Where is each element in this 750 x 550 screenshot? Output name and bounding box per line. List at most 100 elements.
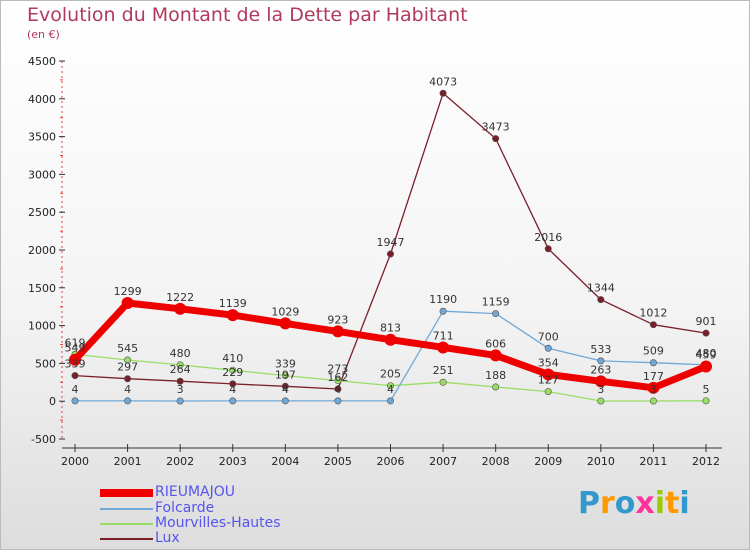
data-label: 2016	[534, 231, 562, 244]
x-tick-label: 2009	[534, 455, 562, 468]
data-point	[489, 349, 502, 362]
data-point	[386, 250, 394, 258]
data-point	[281, 397, 289, 405]
logo-letter: i	[679, 486, 690, 521]
data-label: 5	[703, 383, 710, 396]
data-point	[121, 296, 134, 309]
data-point	[279, 317, 292, 330]
data-point	[544, 388, 552, 396]
data-label: 813	[380, 322, 401, 335]
data-label: 3	[177, 383, 184, 396]
data-point	[700, 360, 712, 373]
data-label: 127	[538, 374, 559, 387]
data-label: 410	[222, 352, 243, 365]
data-label: 4	[282, 383, 289, 396]
data-point	[124, 356, 132, 364]
data-label: 545	[117, 342, 138, 355]
data-label: 549	[65, 342, 86, 355]
x-tick-label: 2006	[377, 455, 405, 468]
x-tick-label: 2007	[429, 455, 457, 468]
y-tick-label: 4500	[28, 55, 56, 68]
data-point	[229, 380, 237, 388]
data-point	[492, 383, 500, 391]
logo-letter: i	[654, 486, 666, 521]
data-point	[597, 397, 605, 405]
data-point	[226, 309, 239, 322]
y-tick-label: 500	[35, 357, 56, 370]
legend-label-lux: Lux	[155, 530, 180, 546]
y-tick-label: -500	[31, 433, 56, 446]
x-tick-label: 2001	[114, 455, 142, 468]
data-point	[176, 397, 184, 405]
data-label: 3473	[482, 121, 510, 134]
data-label: 1012	[639, 307, 667, 320]
data-point	[176, 377, 184, 385]
data-label: 533	[590, 343, 611, 356]
data-label: 3	[597, 383, 604, 396]
legend-label-rieumajou: RIEUMAJOU	[155, 484, 236, 500]
data-label: 297	[117, 361, 138, 374]
legend-swatches	[100, 489, 153, 540]
data-point	[174, 302, 187, 315]
data-label: 700	[538, 330, 559, 343]
x-tick-label: 2005	[324, 455, 352, 468]
data-point	[544, 344, 552, 352]
data-point	[597, 357, 605, 365]
data-label: 480	[170, 347, 191, 360]
data-label: 1159	[482, 296, 510, 309]
data-point	[437, 341, 450, 354]
legend-label-folcarde: Folcarde	[155, 500, 215, 516]
data-label: 229	[222, 366, 243, 379]
data-point	[384, 333, 397, 346]
data-label: 459	[696, 348, 717, 361]
y-tick-label: 0	[49, 395, 56, 408]
x-tick-label: 2000	[61, 455, 89, 468]
data-label: 188	[485, 369, 506, 382]
y-tick-label: 1000	[28, 320, 56, 333]
data-label: 1299	[114, 285, 142, 298]
data-label: 162	[327, 371, 348, 384]
data-label: 177	[643, 370, 664, 383]
data-label: 251	[433, 364, 454, 377]
data-label: 4	[229, 383, 236, 396]
x-tick-label: 2002	[166, 455, 194, 468]
data-point	[71, 372, 79, 380]
data-point	[229, 397, 237, 405]
logo-letter: t	[665, 486, 680, 521]
x-tick-label: 2003	[219, 455, 247, 468]
y-tick-label: 3500	[28, 131, 56, 144]
data-label: 197	[275, 368, 296, 381]
data-label: 3	[650, 383, 657, 396]
data-point	[281, 382, 289, 390]
data-point	[281, 372, 289, 380]
data-label: 205	[380, 368, 401, 381]
series-layer	[69, 89, 712, 405]
data-point	[334, 397, 342, 405]
data-label: 923	[327, 313, 348, 326]
data-point	[702, 397, 710, 405]
y-tick-label: 1500	[28, 282, 56, 295]
data-label: 4	[334, 383, 341, 396]
data-point	[71, 397, 79, 405]
data-label: 4	[124, 383, 131, 396]
data-point	[647, 381, 660, 394]
x-tick-label: 2011	[639, 455, 667, 468]
data-label: 4	[72, 383, 79, 396]
data-point	[544, 245, 552, 253]
data-label: 509	[643, 345, 664, 358]
data-label: 480	[696, 347, 717, 360]
data-point	[597, 296, 605, 304]
data-label: 1222	[166, 291, 194, 304]
data-point	[649, 321, 657, 329]
data-label: 263	[590, 363, 611, 376]
y-tick-label: 2000	[28, 244, 56, 257]
data-point	[702, 329, 710, 337]
data-point	[386, 382, 394, 390]
data-point	[69, 353, 81, 366]
data-point	[334, 377, 342, 385]
data-point	[124, 397, 132, 405]
y-tick-label: 2500	[28, 206, 56, 219]
